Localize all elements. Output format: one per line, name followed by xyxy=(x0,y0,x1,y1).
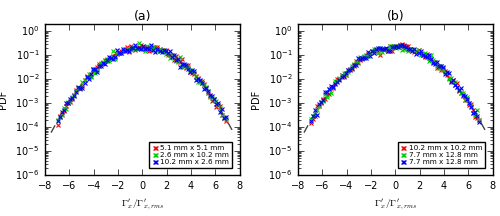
Line: 7.7 mm x 12.8 mm: 7.7 mm x 12.8 mm xyxy=(310,43,481,121)
7.7 mm x 12.8 mm xyxy=(308,118,314,121)
Line: 5.1 mm x 5.1 mm: 5.1 mm x 5.1 mm xyxy=(56,43,228,127)
5.1 mm x 5.1 mm xyxy=(193,75,199,77)
2.6 mm x 10.2 mm xyxy=(136,42,142,44)
7.7 mm x 12.8 mm xyxy=(310,114,316,117)
7.7 mm x 12.8 mm xyxy=(438,65,444,67)
7.7 mm x 12.8 mm xyxy=(446,78,452,81)
7.7 mm x 12.8 mm xyxy=(383,46,389,49)
2.6 mm x 10.2 mm xyxy=(57,116,63,119)
7.7 mm x 12.8 mm xyxy=(398,43,404,46)
10.2 mm x 2.6 mm xyxy=(132,44,138,46)
10.2 mm x 2.6 mm xyxy=(66,102,71,105)
Line: 10.2 mm x 2.6 mm: 10.2 mm x 2.6 mm xyxy=(56,43,228,123)
10.2 mm x 2.6 mm xyxy=(193,79,199,81)
Y-axis label: PDF: PDF xyxy=(251,90,261,109)
7.7 mm x 12.8 mm xyxy=(398,44,404,46)
2.6 mm x 10.2 mm xyxy=(55,119,61,122)
7.7 mm x 12.8 mm xyxy=(318,101,324,103)
Line: 7.7 mm x 12.8 mm: 7.7 mm x 12.8 mm xyxy=(310,43,481,124)
5.1 mm x 5.1 mm xyxy=(185,64,191,67)
10.2 mm x 10.2 mm xyxy=(391,45,397,48)
10.2 mm x 10.2 mm xyxy=(308,122,314,124)
10.2 mm x 2.6 mm xyxy=(57,115,63,118)
10.2 mm x 2.6 mm xyxy=(130,46,136,49)
10.2 mm x 10.2 mm xyxy=(476,119,482,121)
5.1 mm x 5.1 mm xyxy=(66,101,71,104)
5.1 mm x 5.1 mm xyxy=(57,115,63,118)
2.6 mm x 10.2 mm xyxy=(140,47,146,49)
2.6 mm x 10.2 mm xyxy=(66,101,71,103)
7.7 mm x 12.8 mm xyxy=(383,48,389,50)
10.2 mm x 10.2 mm xyxy=(400,42,406,45)
5.1 mm x 5.1 mm xyxy=(140,48,146,50)
5.1 mm x 5.1 mm xyxy=(130,47,136,49)
7.7 mm x 12.8 mm xyxy=(318,100,324,103)
7.7 mm x 12.8 mm xyxy=(310,114,316,117)
2.6 mm x 10.2 mm xyxy=(193,75,199,78)
7.7 mm x 12.8 mm xyxy=(476,121,482,124)
7.7 mm x 12.8 mm xyxy=(391,46,397,49)
10.2 mm x 10.2 mm xyxy=(446,77,452,79)
5.1 mm x 5.1 mm xyxy=(224,119,230,122)
7.7 mm x 12.8 mm xyxy=(476,118,482,121)
10.2 mm x 10.2 mm xyxy=(318,102,324,105)
X-axis label: $\Gamma^{\prime}_x / \Gamma^{\prime}_{x,rms}$: $\Gamma^{\prime}_x / \Gamma^{\prime}_{x,… xyxy=(120,197,164,212)
2.6 mm x 10.2 mm xyxy=(185,66,191,69)
5.1 mm x 5.1 mm xyxy=(138,44,144,46)
10.2 mm x 2.6 mm xyxy=(55,120,61,122)
7.7 mm x 12.8 mm xyxy=(308,120,314,122)
7.7 mm x 12.8 mm xyxy=(438,65,444,67)
10.2 mm x 10.2 mm xyxy=(310,118,316,120)
Line: 2.6 mm x 10.2 mm: 2.6 mm x 10.2 mm xyxy=(56,41,228,122)
Legend: 5.1 mm x 5.1 mm, 2.6 mm x 10.2 mm, 10.2 mm x 2.6 mm: 5.1 mm x 5.1 mm, 2.6 mm x 10.2 mm, 10.2 … xyxy=(150,142,232,168)
10.2 mm x 10.2 mm xyxy=(438,68,444,71)
Title: (b): (b) xyxy=(386,10,404,23)
7.7 mm x 12.8 mm xyxy=(446,71,452,74)
2.6 mm x 10.2 mm xyxy=(224,118,230,120)
7.7 mm x 12.8 mm xyxy=(391,44,397,47)
Y-axis label: PDF: PDF xyxy=(0,90,8,109)
10.2 mm x 2.6 mm xyxy=(140,45,146,48)
5.1 mm x 5.1 mm xyxy=(55,124,61,126)
Legend: 10.2 mm x 10.2 mm, 7.7 mm x 12.8 mm, 7.7 mm x 12.8 mm: 10.2 mm x 10.2 mm, 7.7 mm x 12.8 mm, 7.7… xyxy=(398,142,485,168)
Line: 10.2 mm x 10.2 mm: 10.2 mm x 10.2 mm xyxy=(310,42,481,125)
X-axis label: $\Gamma^{\prime}_x / \Gamma^{\prime}_{x,rms}$: $\Gamma^{\prime}_x / \Gamma^{\prime}_{x,… xyxy=(374,197,417,212)
Title: (a): (a) xyxy=(134,10,151,23)
2.6 mm x 10.2 mm xyxy=(130,45,136,48)
10.2 mm x 10.2 mm xyxy=(383,48,389,51)
10.2 mm x 2.6 mm xyxy=(224,116,230,118)
10.2 mm x 2.6 mm xyxy=(185,67,191,70)
